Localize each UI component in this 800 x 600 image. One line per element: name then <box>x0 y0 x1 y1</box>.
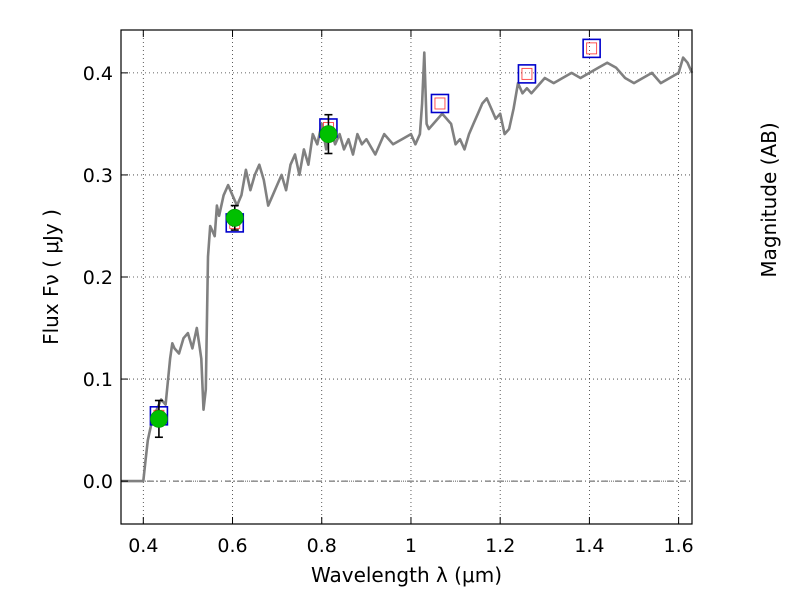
observed-point-0 <box>150 409 168 428</box>
x-tick-label-3: 1 <box>405 535 417 557</box>
x-tick-label-0: 0.4 <box>128 535 158 557</box>
observed-point-2 <box>319 125 338 144</box>
x-tick-label-4: 1.2 <box>485 535 515 557</box>
x-tick-label-1: 0.6 <box>217 535 247 557</box>
x-tick-label-2: 0.8 <box>307 535 337 557</box>
observed-points-series <box>150 113 338 439</box>
model-points-series <box>149 38 601 426</box>
model-point-5 <box>582 38 601 59</box>
y-tick-label-3: 0.3 <box>83 165 113 187</box>
spectrum-series <box>121 51 694 483</box>
y-tick-label-1: 0.1 <box>83 369 113 391</box>
observed-point-1 <box>225 208 244 227</box>
y-axis-title: Flux Fν ( μJy ) <box>39 209 63 345</box>
model-point-3 <box>430 93 450 114</box>
x-axis-title: Wavelength λ (μm) <box>311 563 502 587</box>
y-tick-label-0: 0.0 <box>83 471 113 493</box>
x-tick-labels: 0.4 0.6 0.8 1 1.2 1.4 1.6 <box>128 535 694 557</box>
y-tick-label-2: 0.2 <box>83 267 113 289</box>
x-tick-label-5: 1.4 <box>574 535 604 557</box>
model-point-inner-4 <box>521 67 533 80</box>
spectrum-line <box>121 51 694 483</box>
model-point-inner-5 <box>586 42 598 55</box>
y-tick-label-4: 0.4 <box>83 63 113 85</box>
model-point-4 <box>517 64 537 84</box>
model-point-inner-3 <box>434 97 446 110</box>
x-tick-label-6: 1.6 <box>664 535 694 557</box>
magnitude-axis-title: Magnitude (AB) <box>757 122 781 277</box>
y-tick-labels: 0.0 0.1 0.2 0.3 0.4 <box>83 63 113 493</box>
axis-ticks <box>121 30 680 524</box>
